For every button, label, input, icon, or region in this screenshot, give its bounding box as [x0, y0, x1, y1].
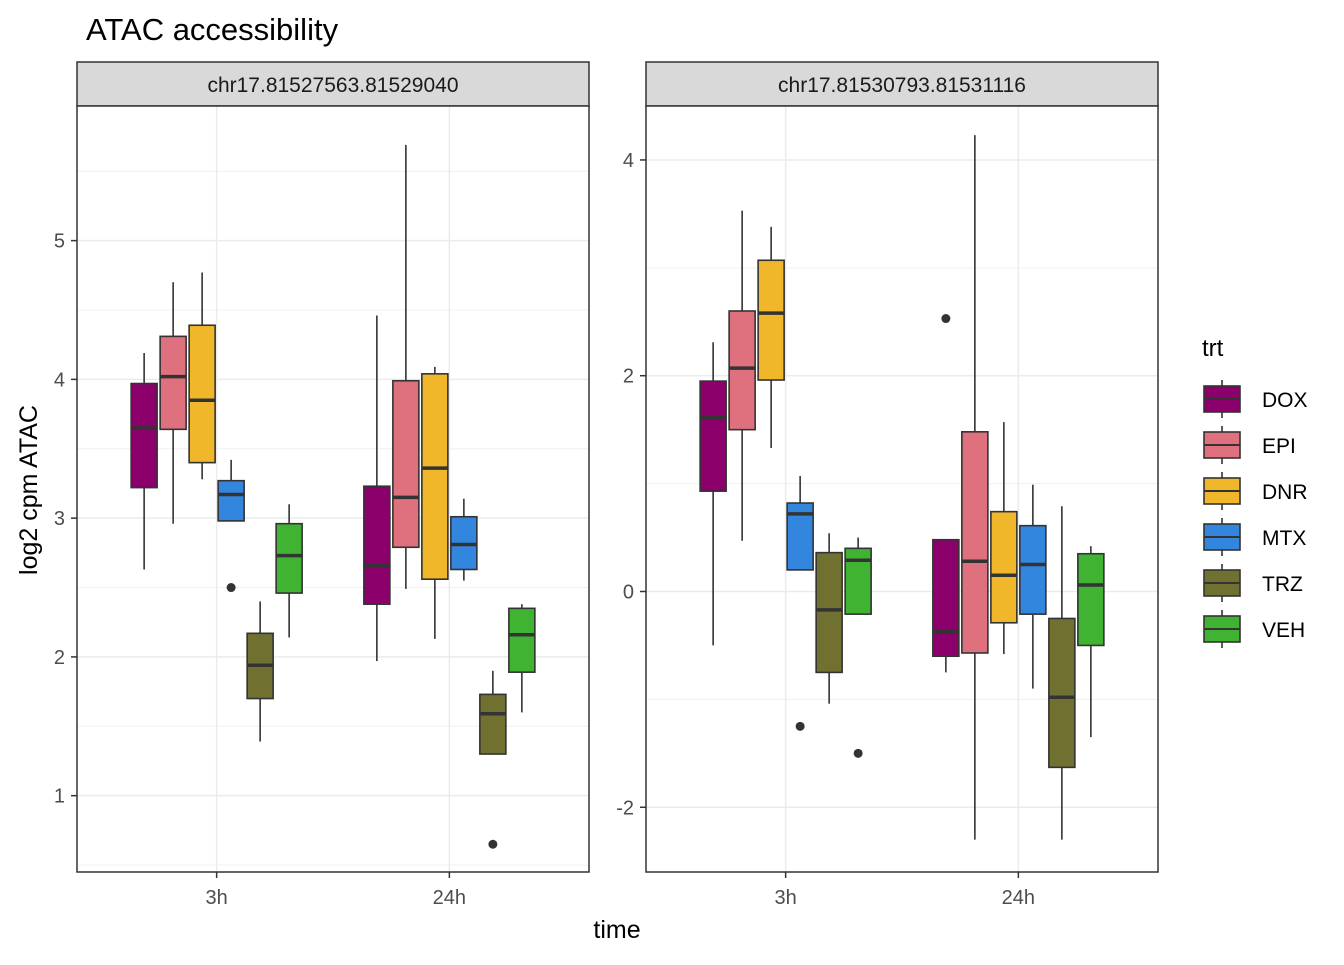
box-body — [217, 479, 245, 522]
box-dnr-3h — [188, 272, 216, 480]
box-body — [815, 551, 843, 674]
x-tick-label: 24h — [433, 887, 466, 909]
box-trz-3h — [246, 601, 274, 742]
box-dnr-24h — [990, 422, 1018, 655]
y-tick-label: 2 — [54, 647, 65, 669]
outlier-point — [853, 748, 863, 758]
facet-panel: chr17.81530793.81531116 -2 0 2 4 3h 24h — [616, 61, 1159, 909]
facet-panel: chr17.81527563.81529040 1 2 3 4 5 3h 24h — [54, 61, 590, 909]
legend-item-veh: VEH — [1203, 610, 1305, 648]
box-dnr-24h — [421, 366, 449, 639]
box-body — [932, 538, 960, 658]
box-dox-3h — [130, 353, 158, 570]
box-epi-3h — [159, 282, 187, 524]
legend-item-trz: TRZ — [1203, 564, 1303, 602]
legend: DOX EPI DNR MTX TRZ VEH — [1203, 380, 1308, 648]
legend-item-dox: DOX — [1203, 380, 1308, 418]
box-body — [1048, 617, 1076, 769]
y-tick-label: 2 — [623, 366, 634, 388]
box-body — [159, 335, 187, 431]
legend-title: trt — [1202, 335, 1224, 362]
box-body — [1077, 552, 1105, 647]
panel-border — [645, 105, 1159, 873]
box-body — [961, 431, 989, 654]
y-axis-label: log2 cpm ATAC — [15, 405, 43, 575]
panel-border — [76, 105, 590, 873]
box-body — [188, 324, 216, 464]
box-body — [844, 547, 872, 615]
box-mtx-3h — [217, 459, 245, 593]
y-tick-label: 0 — [623, 581, 634, 603]
box-trz-3h — [815, 533, 843, 704]
box-body — [1019, 524, 1047, 615]
box-mtx-24h — [450, 498, 478, 581]
box-body — [699, 380, 727, 492]
facet-strip — [76, 61, 590, 107]
legend-label: MTX — [1262, 527, 1306, 550]
y-tick-label: 5 — [54, 231, 65, 253]
box-body — [479, 693, 507, 755]
box-veh-3h — [844, 537, 872, 758]
box-epi-3h — [728, 210, 756, 541]
box-trz-24h — [1048, 506, 1076, 840]
legend-item-mtx: MTX — [1203, 518, 1306, 556]
box-body — [990, 510, 1018, 624]
panel-background — [77, 106, 589, 872]
legend-item-epi: EPI — [1203, 426, 1296, 464]
box-dox-24h — [363, 315, 391, 662]
box-epi-24h — [961, 135, 989, 840]
box-dnr-3h — [757, 226, 785, 449]
legend-label: TRZ — [1262, 573, 1303, 596]
chart-title: ATAC accessibility — [86, 12, 339, 47]
box-veh-3h — [275, 504, 303, 638]
outlier-point — [226, 583, 236, 593]
x-tick-label: 3h — [206, 887, 228, 909]
box-body — [508, 607, 536, 673]
facet-strip-label: chr17.81527563.81529040 — [207, 74, 458, 97]
y-tick-label: 4 — [54, 369, 65, 391]
box-body — [421, 373, 449, 580]
y-tick-label: 4 — [623, 150, 634, 172]
y-tick-label: 3 — [54, 508, 65, 530]
box-dox-3h — [699, 342, 727, 646]
x-tick-label: 3h — [775, 887, 797, 909]
box-dox-24h — [932, 314, 960, 673]
legend-item-dnr: DNR — [1203, 472, 1308, 510]
box-veh-24h — [508, 604, 536, 713]
box-veh-24h — [1077, 546, 1105, 738]
facet-strip-label: chr17.81530793.81531116 — [778, 74, 1026, 97]
box-body — [392, 379, 420, 549]
box-body — [363, 485, 391, 605]
y-tick-label: -2 — [616, 797, 634, 819]
box-body — [130, 382, 158, 489]
legend-label: DNR — [1262, 481, 1308, 504]
box-epi-24h — [392, 144, 420, 589]
box-mtx-24h — [1019, 484, 1047, 689]
box-body — [728, 310, 756, 431]
outlier-point — [795, 721, 805, 731]
y-tick-label: 1 — [54, 786, 65, 808]
box-body — [275, 522, 303, 594]
legend-label: DOX — [1262, 389, 1308, 412]
legend-label: EPI — [1262, 435, 1296, 458]
outlier-point — [488, 839, 498, 849]
box-trz-24h — [479, 670, 507, 849]
x-axis-label: time — [593, 916, 640, 944]
x-tick-label: 24h — [1002, 887, 1035, 909]
box-mtx-3h — [786, 476, 814, 731]
outlier-point — [941, 314, 951, 324]
legend-label: VEH — [1262, 619, 1305, 642]
box-body — [757, 259, 785, 381]
